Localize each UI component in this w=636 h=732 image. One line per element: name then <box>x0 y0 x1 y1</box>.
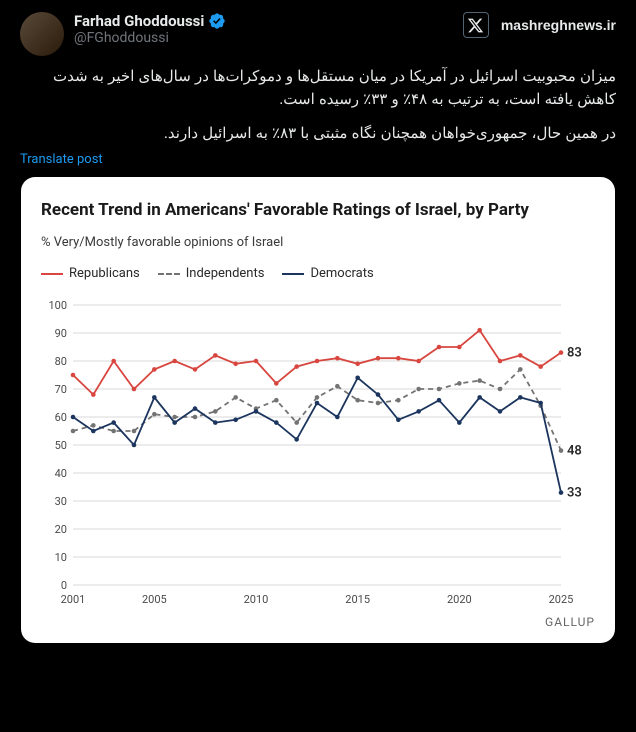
svg-text:0: 0 <box>61 579 67 592</box>
legend-label-independents: Independents <box>186 266 265 281</box>
legend-item-republicans: Republicans <box>41 266 140 281</box>
site-logo[interactable]: mashreghnews.ir <box>501 17 616 33</box>
svg-text:60: 60 <box>55 411 67 424</box>
verified-badge-icon <box>208 12 226 30</box>
svg-text:100: 100 <box>48 299 67 312</box>
svg-text:2001: 2001 <box>61 593 86 606</box>
chart-plot-area: 0 10 20 30 40 50 60 70 80 90 100 2001 2005 2010 2015 20… <box>41 299 595 609</box>
legend-item-independents: Independents <box>158 266 265 281</box>
svg-text:20: 20 <box>55 523 67 536</box>
avatar[interactable] <box>20 12 64 56</box>
legend-swatch-democrats <box>282 273 304 275</box>
chart-svg: 0 10 20 30 40 50 60 70 80 90 100 2001 2005 2010 2015 20… <box>41 299 595 609</box>
svg-text:70: 70 <box>55 383 67 396</box>
chart-credit: GALLUP <box>41 615 595 629</box>
svg-text:30: 30 <box>55 495 67 508</box>
legend-swatch-republicans <box>41 273 63 275</box>
svg-text:2025: 2025 <box>549 593 574 606</box>
tweet-text-line2: در همین حال، جمهوری‌خواهان همچنان نگاه م… <box>20 123 616 146</box>
svg-text:50: 50 <box>55 439 67 452</box>
chart-card: Recent Trend in Americans' Favorable Rat… <box>21 177 615 644</box>
legend-label-democrats: Democrats <box>310 266 373 281</box>
legend-label-republicans: Republicans <box>69 266 140 281</box>
x-logo-icon[interactable] <box>463 12 489 38</box>
translate-post-link[interactable]: Translate post <box>20 152 616 167</box>
svg-text:80: 80 <box>55 355 67 368</box>
tweet-container: Farhad Ghoddoussi @FGhoddoussi mashreghn… <box>0 0 636 655</box>
chart-title: Recent Trend in Americans' Favorable Rat… <box>41 199 595 222</box>
display-name[interactable]: Farhad Ghoddoussi <box>74 12 204 30</box>
tweet-text-line1: میزان محبوبیت اسرائیل در آمریکا در میان … <box>20 66 616 111</box>
svg-text:2020: 2020 <box>447 593 472 606</box>
user-handle[interactable]: @FGhoddoussi <box>74 30 463 46</box>
chart-legend: Republicans Independents Democrats <box>41 266 595 281</box>
name-row: Farhad Ghoddoussi <box>74 12 463 30</box>
svg-text:2015: 2015 <box>345 593 370 606</box>
header-right: mashreghnews.ir <box>463 12 616 38</box>
svg-text:90: 90 <box>55 327 67 340</box>
svg-text:10: 10 <box>55 551 67 564</box>
svg-text:40: 40 <box>55 467 67 480</box>
svg-text:2010: 2010 <box>244 593 269 606</box>
svg-text:48: 48 <box>567 444 582 459</box>
svg-text:33: 33 <box>567 486 582 501</box>
svg-text:2005: 2005 <box>142 593 167 606</box>
legend-swatch-independents <box>158 273 180 275</box>
chart-subtitle: % Very/Mostly favorable opinions of Isra… <box>41 235 595 250</box>
legend-item-democrats: Democrats <box>282 266 373 281</box>
tweet-header: Farhad Ghoddoussi @FGhoddoussi mashreghn… <box>20 12 616 56</box>
user-info: Farhad Ghoddoussi @FGhoddoussi <box>74 12 463 46</box>
svg-text:83: 83 <box>567 346 582 361</box>
